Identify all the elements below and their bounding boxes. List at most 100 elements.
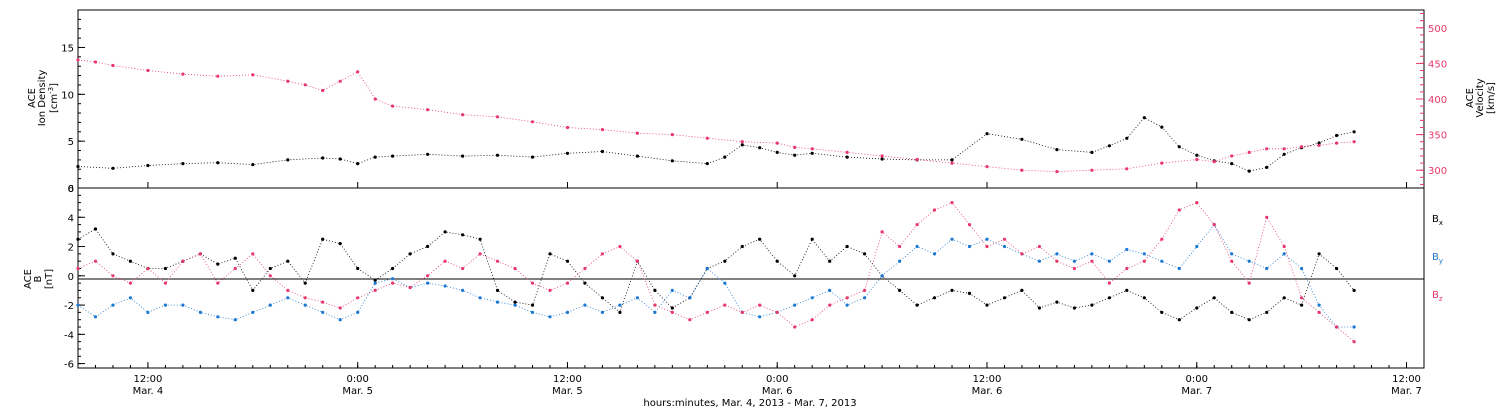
data-point xyxy=(828,288,832,292)
data-point xyxy=(1160,161,1164,165)
data-point xyxy=(128,259,132,263)
bottom-panel-frame xyxy=(77,187,1425,369)
data-point xyxy=(426,274,430,278)
data-point xyxy=(565,281,570,285)
data-point xyxy=(1195,306,1199,310)
data-point xyxy=(268,303,272,307)
data-point xyxy=(146,310,150,314)
data-point xyxy=(583,281,587,285)
data-point xyxy=(1265,266,1269,271)
data-point xyxy=(705,136,709,140)
data-point xyxy=(775,150,779,154)
data-point xyxy=(426,108,430,112)
data-point xyxy=(1160,125,1164,129)
data-point xyxy=(845,296,849,300)
data-point xyxy=(513,300,517,304)
velocity-label-line2: Velocity xyxy=(1475,78,1486,117)
data-point xyxy=(1230,310,1234,314)
data-point xyxy=(1317,252,1321,256)
data-point xyxy=(1265,165,1269,169)
data-point xyxy=(932,208,937,212)
data-point xyxy=(1230,154,1234,158)
velocity-tick-label-1: 350 xyxy=(1428,131,1447,142)
data-point xyxy=(1160,310,1164,314)
data-point xyxy=(1020,252,1024,256)
data-point xyxy=(810,237,814,241)
data-point xyxy=(128,281,132,285)
data-point xyxy=(950,288,954,292)
data-point xyxy=(216,74,220,78)
data-point xyxy=(1090,303,1094,307)
x-tick-date-1: Mar. 5 xyxy=(342,386,373,397)
data-point xyxy=(758,303,762,307)
x-tick-time-4: 12:00 xyxy=(973,374,1002,385)
data-point xyxy=(775,141,779,145)
data-point xyxy=(915,157,919,162)
data-point xyxy=(338,306,342,310)
data-point xyxy=(530,120,535,124)
data-point xyxy=(688,296,692,300)
data-point xyxy=(373,155,377,159)
data-point xyxy=(635,259,640,263)
velocity-axis-label: ACE Velocity [km/s] xyxy=(1465,78,1497,117)
data-point xyxy=(1335,133,1339,138)
data-point xyxy=(530,155,535,159)
data-point xyxy=(1142,259,1146,263)
data-point xyxy=(705,162,709,166)
data-point xyxy=(408,285,412,290)
data-point xyxy=(1352,340,1356,344)
data-point xyxy=(426,244,430,249)
data-point xyxy=(391,266,395,271)
data-point xyxy=(478,252,482,256)
data-point xyxy=(495,288,500,292)
data-point xyxy=(286,296,290,300)
data-point xyxy=(338,157,342,161)
data-point xyxy=(600,296,605,300)
data-point xyxy=(443,284,447,288)
data-point xyxy=(356,310,360,314)
data-point xyxy=(163,266,167,271)
field-tick-label-3: 0 xyxy=(68,272,74,283)
density-label-line1: ACE xyxy=(27,88,38,108)
legend-entry-Bz: Bz xyxy=(1432,290,1443,303)
field-label-line2: B xyxy=(33,275,44,282)
data-point xyxy=(1037,244,1041,249)
field-axis-label: ACE B [nT] xyxy=(23,269,55,289)
data-point xyxy=(793,145,797,149)
data-point xyxy=(1317,143,1321,147)
data-point xyxy=(1265,310,1269,314)
data-point xyxy=(1247,150,1251,154)
time-axis-label: hours:minutes, Mar. 4, 2013 - Mar. 7, 20… xyxy=(643,398,856,409)
data-point xyxy=(1037,259,1041,263)
data-point xyxy=(1282,252,1286,256)
legend-entry-By: By xyxy=(1432,252,1443,265)
data-point xyxy=(880,274,884,278)
data-point xyxy=(705,266,709,271)
data-point xyxy=(146,266,150,271)
data-point xyxy=(1300,303,1304,307)
data-point xyxy=(198,310,202,314)
data-point xyxy=(1212,223,1216,227)
data-point xyxy=(1142,116,1146,120)
data-point xyxy=(286,158,290,162)
data-point xyxy=(653,288,657,292)
field-tick-label-5: 4 xyxy=(68,213,74,224)
data-series xyxy=(76,58,1356,344)
data-point xyxy=(915,244,919,249)
data-point xyxy=(286,79,290,83)
data-point xyxy=(1090,168,1094,172)
data-point xyxy=(1177,145,1181,149)
data-point xyxy=(915,223,919,227)
data-point xyxy=(1317,310,1321,314)
data-point xyxy=(216,262,220,266)
data-point xyxy=(1282,147,1286,151)
data-point xyxy=(1072,259,1076,263)
data-point xyxy=(1055,300,1059,304)
data-point xyxy=(461,154,465,158)
data-point xyxy=(1247,318,1251,322)
data-point xyxy=(618,303,622,307)
data-point xyxy=(1160,259,1164,263)
data-point xyxy=(1177,266,1181,271)
x-tick-date-5: Mar. 7 xyxy=(1181,386,1212,397)
field-legend: Bx By Bz xyxy=(1432,214,1443,303)
